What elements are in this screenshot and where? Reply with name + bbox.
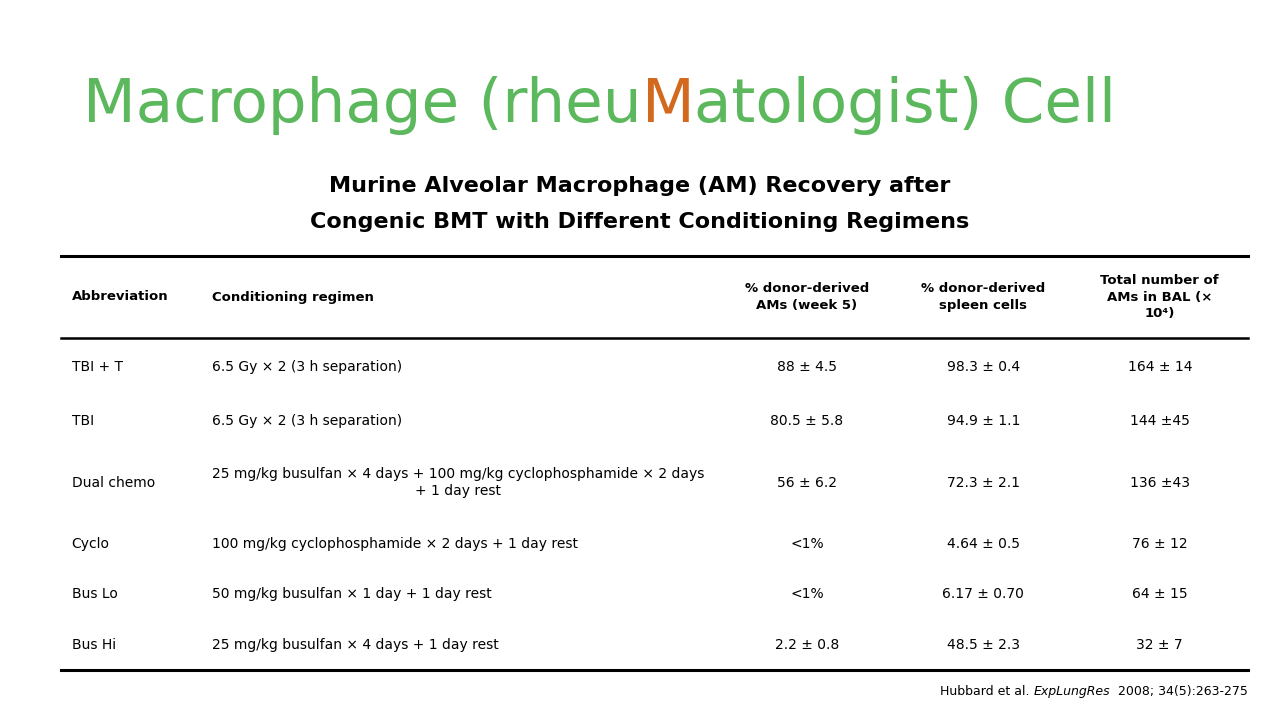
Text: 98.3 ± 0.4: 98.3 ± 0.4 <box>947 360 1020 374</box>
Text: Macrophage (rheu: Macrophage (rheu <box>83 76 641 135</box>
Text: TBI + T: TBI + T <box>72 360 123 374</box>
Text: Bus Lo: Bus Lo <box>72 588 118 601</box>
Text: 48.5 ± 2.3: 48.5 ± 2.3 <box>947 637 1020 652</box>
Text: Conditioning regimen: Conditioning regimen <box>211 290 374 304</box>
Text: % donor-derived
AMs (week 5): % donor-derived AMs (week 5) <box>745 282 869 312</box>
Text: 25 mg/kg busulfan × 4 days + 1 day rest: 25 mg/kg busulfan × 4 days + 1 day rest <box>211 637 498 652</box>
Text: <1%: <1% <box>790 537 823 552</box>
Text: 6.5 Gy × 2 (3 h separation): 6.5 Gy × 2 (3 h separation) <box>211 414 402 428</box>
Text: 76 ± 12: 76 ± 12 <box>1132 537 1188 552</box>
Text: M: M <box>641 76 695 135</box>
Text: <1%: <1% <box>790 588 823 601</box>
Text: Hubbard et al.: Hubbard et al. <box>940 685 1033 698</box>
Text: ExpLungRes: ExpLungRes <box>1033 685 1110 698</box>
Text: 4.64 ± 0.5: 4.64 ± 0.5 <box>947 537 1020 552</box>
Text: Bus Hi: Bus Hi <box>72 637 115 652</box>
Text: 72.3 ± 2.1: 72.3 ± 2.1 <box>947 476 1020 490</box>
Text: TBI: TBI <box>72 414 93 428</box>
Text: 100 mg/kg cyclophosphamide × 2 days + 1 day rest: 100 mg/kg cyclophosphamide × 2 days + 1 … <box>211 537 577 552</box>
Text: 88 ± 4.5: 88 ± 4.5 <box>777 360 837 374</box>
Text: 6.5 Gy × 2 (3 h separation): 6.5 Gy × 2 (3 h separation) <box>211 360 402 374</box>
Text: 64 ± 15: 64 ± 15 <box>1132 588 1188 601</box>
Text: Dual chemo: Dual chemo <box>72 476 155 490</box>
Text: 136 ±43: 136 ±43 <box>1130 476 1190 490</box>
Text: Abbreviation: Abbreviation <box>72 290 168 304</box>
Text: atologist) Cell: atologist) Cell <box>695 76 1116 135</box>
Text: % donor-derived
spleen cells: % donor-derived spleen cells <box>922 282 1046 312</box>
Text: 6.17 ± 0.70: 6.17 ± 0.70 <box>942 588 1024 601</box>
Text: Murine Alveolar Macrophage (AM) Recovery after: Murine Alveolar Macrophage (AM) Recovery… <box>329 176 951 197</box>
Text: 56 ± 6.2: 56 ± 6.2 <box>777 476 837 490</box>
Text: Congenic BMT with Different Conditioning Regimens: Congenic BMT with Different Conditioning… <box>310 212 970 233</box>
Text: 32 ± 7: 32 ± 7 <box>1137 637 1183 652</box>
Text: 144 ±45: 144 ±45 <box>1130 414 1189 428</box>
Text: 2008; 34(5):263-275: 2008; 34(5):263-275 <box>1110 685 1248 698</box>
Text: 25 mg/kg busulfan × 4 days + 100 mg/kg cyclophosphamide × 2 days
+ 1 day rest: 25 mg/kg busulfan × 4 days + 100 mg/kg c… <box>211 467 704 498</box>
Text: 94.9 ± 1.1: 94.9 ± 1.1 <box>947 414 1020 428</box>
Text: Cyclo: Cyclo <box>72 537 110 552</box>
Text: Total number of
AMs in BAL (×
10⁴): Total number of AMs in BAL (× 10⁴) <box>1101 274 1219 320</box>
Text: 2.2 ± 0.8: 2.2 ± 0.8 <box>774 637 838 652</box>
Text: 164 ± 14: 164 ± 14 <box>1128 360 1192 374</box>
Text: 80.5 ± 5.8: 80.5 ± 5.8 <box>771 414 844 428</box>
Text: 50 mg/kg busulfan × 1 day + 1 day rest: 50 mg/kg busulfan × 1 day + 1 day rest <box>211 588 492 601</box>
